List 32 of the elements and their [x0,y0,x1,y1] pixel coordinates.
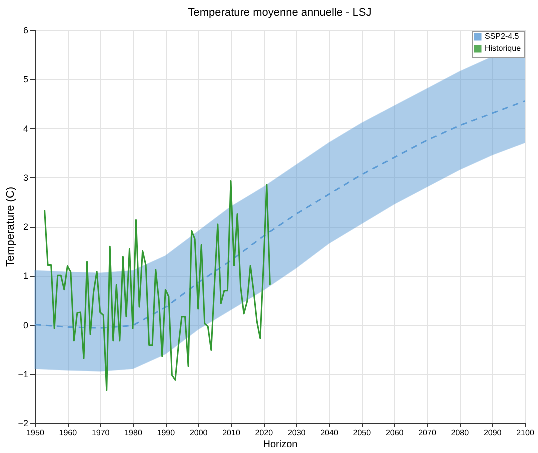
x-tick-label: 2010 [222,428,241,438]
y-tick-label: 2 [23,222,28,232]
chart-title: Temperature moyenne annuelle - LSJ [188,7,372,19]
x-tick-label: 2080 [451,428,470,438]
x-tick-label: 1950 [26,428,45,438]
y-tick-label: −2 [18,418,28,428]
line-series [34,100,526,329]
x-axis-title: Horizon [263,440,298,450]
y-tick-label: 1 [23,271,28,282]
x-tick-label: 2100 [516,428,535,438]
legend-label: SSP2-4.5 [485,32,520,41]
y-tick-label: 0 [23,320,28,330]
x-tick-label: 1970 [92,428,110,438]
x-tick-label: 2060 [386,428,404,438]
x-tick-label: 2000 [190,428,208,438]
y-tick-label: 6 [23,26,28,36]
y-tick-label: 4 [23,124,28,134]
x-tick-label: 1990 [157,428,176,438]
x-tick-label: 2030 [288,428,306,438]
x-tick-label: 2090 [484,428,502,438]
x-tick-label: 2040 [320,428,339,438]
y-tick-label: −1 [18,369,28,380]
x-tick-label: 1980 [124,428,143,438]
x-tick-label: 2050 [353,428,372,438]
x-tick-label: 2070 [418,428,437,438]
x-tick-label: 1960 [59,428,78,438]
y-axis-title: Temperature (C) [5,186,18,268]
legend-label: Historique [485,44,522,53]
y-tick-label: 3 [23,172,28,183]
x-tick-label: 2020 [255,428,274,438]
y-tick-label: 5 [23,74,28,85]
line-series [44,180,271,392]
